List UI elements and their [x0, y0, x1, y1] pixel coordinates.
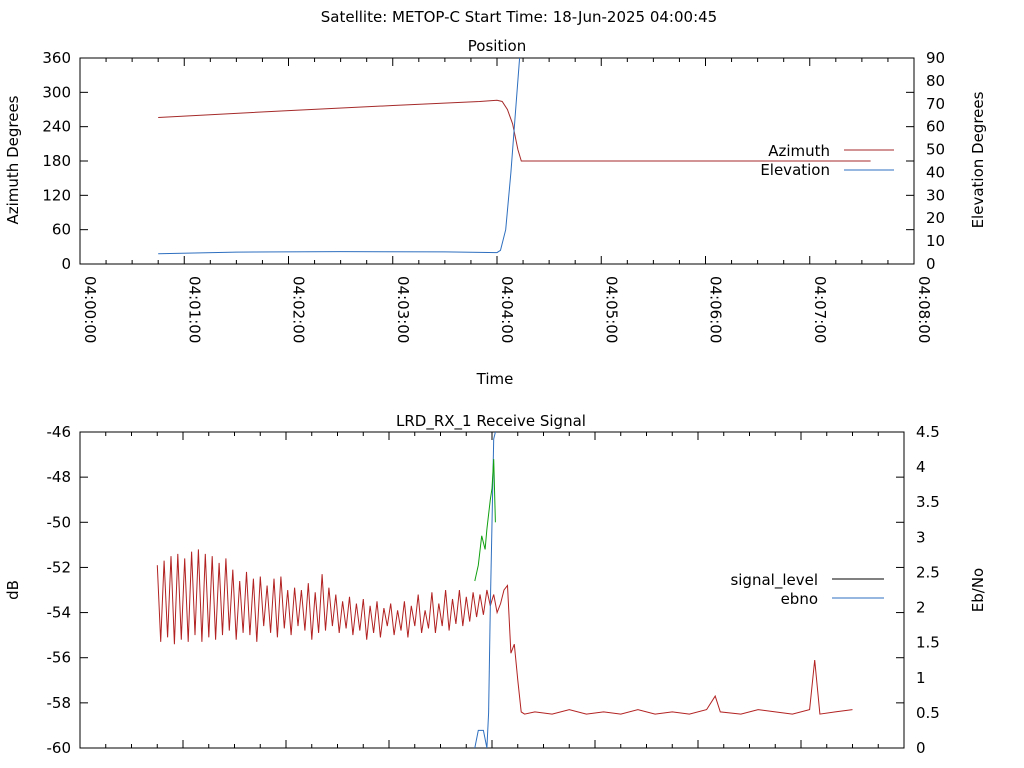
- x-tick-label: 04:07:00: [811, 276, 829, 343]
- receive-signal-y-axis-label: dB: [4, 580, 22, 600]
- y2-tick-label: 0.5: [916, 704, 940, 722]
- y-tick-label: -46: [47, 423, 72, 441]
- y-tick-label: -58: [47, 694, 72, 712]
- y-tick-label: -56: [47, 649, 72, 667]
- y2-tick-label: 80: [926, 72, 945, 90]
- position-chart: Position Time Azimuth Degrees Elevation …: [4, 37, 987, 388]
- receive-signal-chart-title: LRD_RX_1 Receive Signal: [396, 412, 586, 431]
- figure-title: Satellite: METOP-C Start Time: 18-Jun-20…: [321, 8, 717, 26]
- y2-tick-label: 40: [926, 163, 945, 181]
- x-tick-label: 04:02:00: [290, 276, 308, 343]
- position-y-axis-label: Azimuth Degrees: [4, 95, 22, 224]
- y-tick-label: -60: [47, 739, 72, 757]
- y-tick-label: 0: [61, 255, 71, 273]
- y-tick-label: -48: [47, 468, 72, 486]
- series-line-azimuth: [158, 99, 871, 162]
- x-tick-label: 04:08:00: [915, 276, 933, 343]
- y-tick-label: -52: [47, 558, 72, 576]
- y2-tick-label: 50: [926, 141, 945, 159]
- y2-tick-label: 3.5: [916, 493, 940, 511]
- y-tick-label: -50: [47, 513, 72, 531]
- y2-tick-label: 20: [926, 209, 945, 227]
- receive-signal-y2-axis-label: Eb/No: [969, 568, 987, 612]
- receive-signal-chart: LRD_RX_1 Receive Signal dB Eb/No signal_…: [4, 412, 987, 757]
- legend-label-azimuth: Azimuth: [768, 142, 830, 160]
- y2-tick-label: 60: [926, 118, 945, 136]
- y-tick-label: 360: [42, 49, 71, 67]
- x-tick-label: 04:04:00: [498, 276, 516, 343]
- y2-tick-label: 2: [916, 599, 926, 617]
- y2-tick-label: 1: [916, 669, 926, 687]
- legend-label-signal-level: signal_level: [730, 571, 818, 590]
- y2-tick-label: 3: [916, 528, 926, 546]
- y2-tick-label: 70: [926, 95, 945, 113]
- y2-tick-label: 0: [916, 739, 926, 757]
- y2-tick-label: 10: [926, 232, 945, 250]
- position-y2-axis-label: Elevation Degrees: [969, 91, 987, 228]
- legend-label-ebno: ebno: [781, 590, 818, 608]
- y-tick-label: 240: [42, 118, 71, 136]
- signal-overlay-segment: [474, 459, 496, 582]
- y2-tick-label: 0: [926, 255, 936, 273]
- y2-tick-label: 4.5: [916, 423, 940, 441]
- legend-label-elevation: Elevation: [760, 161, 830, 179]
- y-tick-label: 300: [42, 83, 71, 101]
- x-tick-label: 04:00:00: [81, 276, 99, 343]
- x-tick-label: 04:01:00: [185, 276, 203, 343]
- x-tick-label: 04:06:00: [707, 276, 725, 343]
- y2-tick-label: 4: [916, 458, 926, 476]
- y2-tick-label: 1.5: [916, 634, 940, 652]
- x-tick-label: 04:03:00: [394, 276, 412, 343]
- y-tick-label: -54: [47, 604, 72, 622]
- y-tick-label: 180: [42, 152, 71, 170]
- y-tick-label: 60: [52, 221, 71, 239]
- series-line-elevation: [158, 58, 521, 255]
- y2-tick-label: 2.5: [916, 563, 940, 581]
- position-chart-title: Position: [468, 37, 526, 55]
- x-tick-label: 04:05:00: [602, 276, 620, 343]
- y2-tick-label: 30: [926, 186, 945, 204]
- y2-tick-label: 90: [926, 49, 945, 67]
- y-tick-label: 120: [42, 186, 71, 204]
- series-line-signal-level: [156, 549, 853, 715]
- position-x-axis-label: Time: [476, 370, 514, 388]
